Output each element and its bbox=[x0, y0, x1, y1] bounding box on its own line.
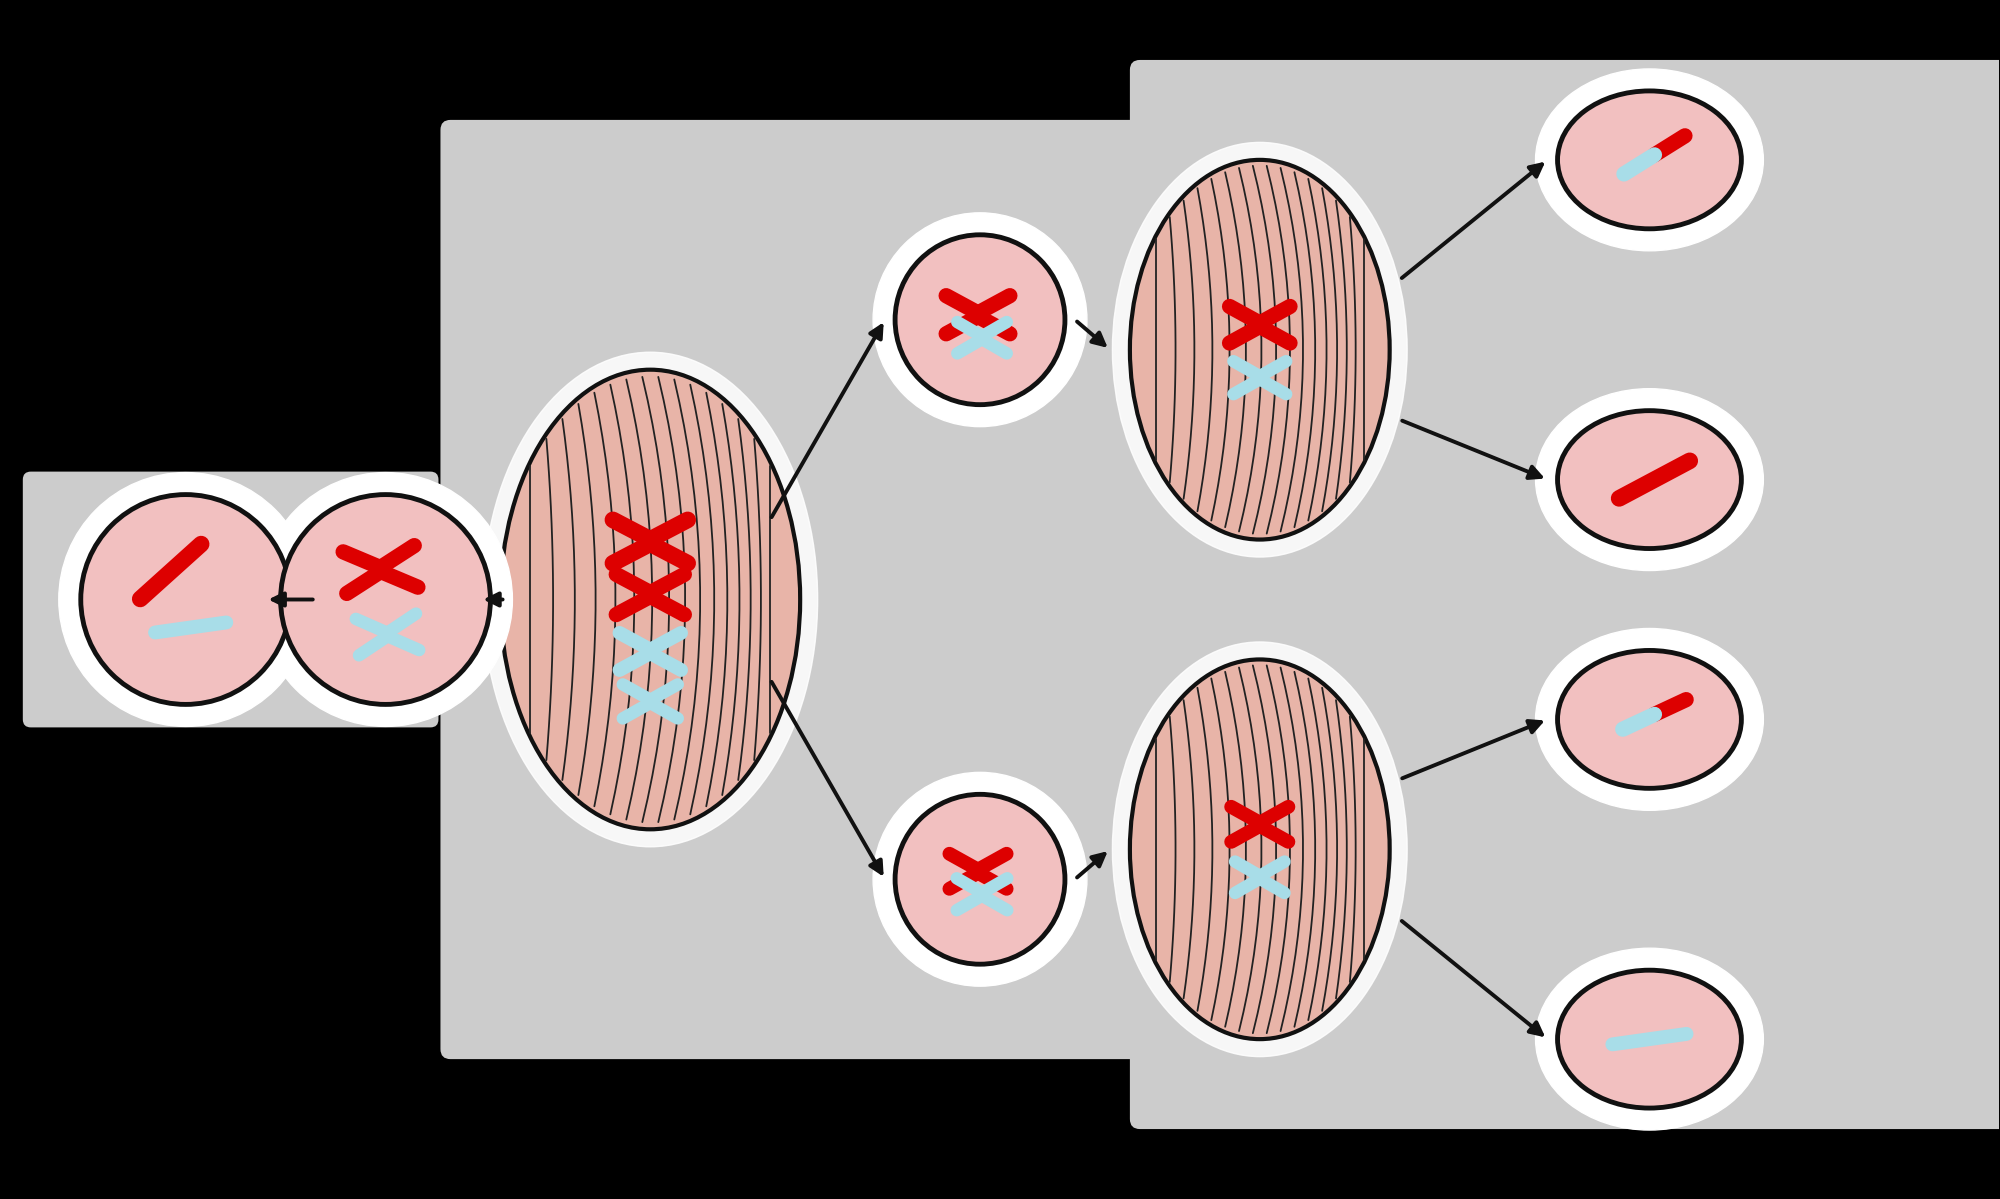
Ellipse shape bbox=[1536, 948, 1764, 1129]
Ellipse shape bbox=[1536, 388, 1764, 571]
Ellipse shape bbox=[1536, 628, 1764, 811]
Ellipse shape bbox=[1558, 411, 1742, 549]
Circle shape bbox=[874, 772, 1086, 986]
Circle shape bbox=[258, 472, 512, 727]
Ellipse shape bbox=[1558, 91, 1742, 229]
Circle shape bbox=[58, 472, 312, 727]
Ellipse shape bbox=[482, 353, 818, 846]
Circle shape bbox=[896, 235, 1064, 405]
Circle shape bbox=[896, 795, 1064, 964]
FancyBboxPatch shape bbox=[22, 471, 438, 728]
Ellipse shape bbox=[1536, 70, 1764, 251]
Circle shape bbox=[80, 495, 290, 705]
Ellipse shape bbox=[1558, 651, 1742, 789]
Ellipse shape bbox=[1130, 159, 1390, 540]
Ellipse shape bbox=[1558, 970, 1742, 1108]
Circle shape bbox=[874, 213, 1086, 427]
FancyBboxPatch shape bbox=[1130, 60, 2000, 1129]
Ellipse shape bbox=[1112, 143, 1408, 558]
Ellipse shape bbox=[1130, 659, 1390, 1040]
Ellipse shape bbox=[1112, 641, 1408, 1056]
Ellipse shape bbox=[500, 369, 800, 830]
FancyBboxPatch shape bbox=[440, 120, 1140, 1059]
Circle shape bbox=[280, 495, 490, 705]
